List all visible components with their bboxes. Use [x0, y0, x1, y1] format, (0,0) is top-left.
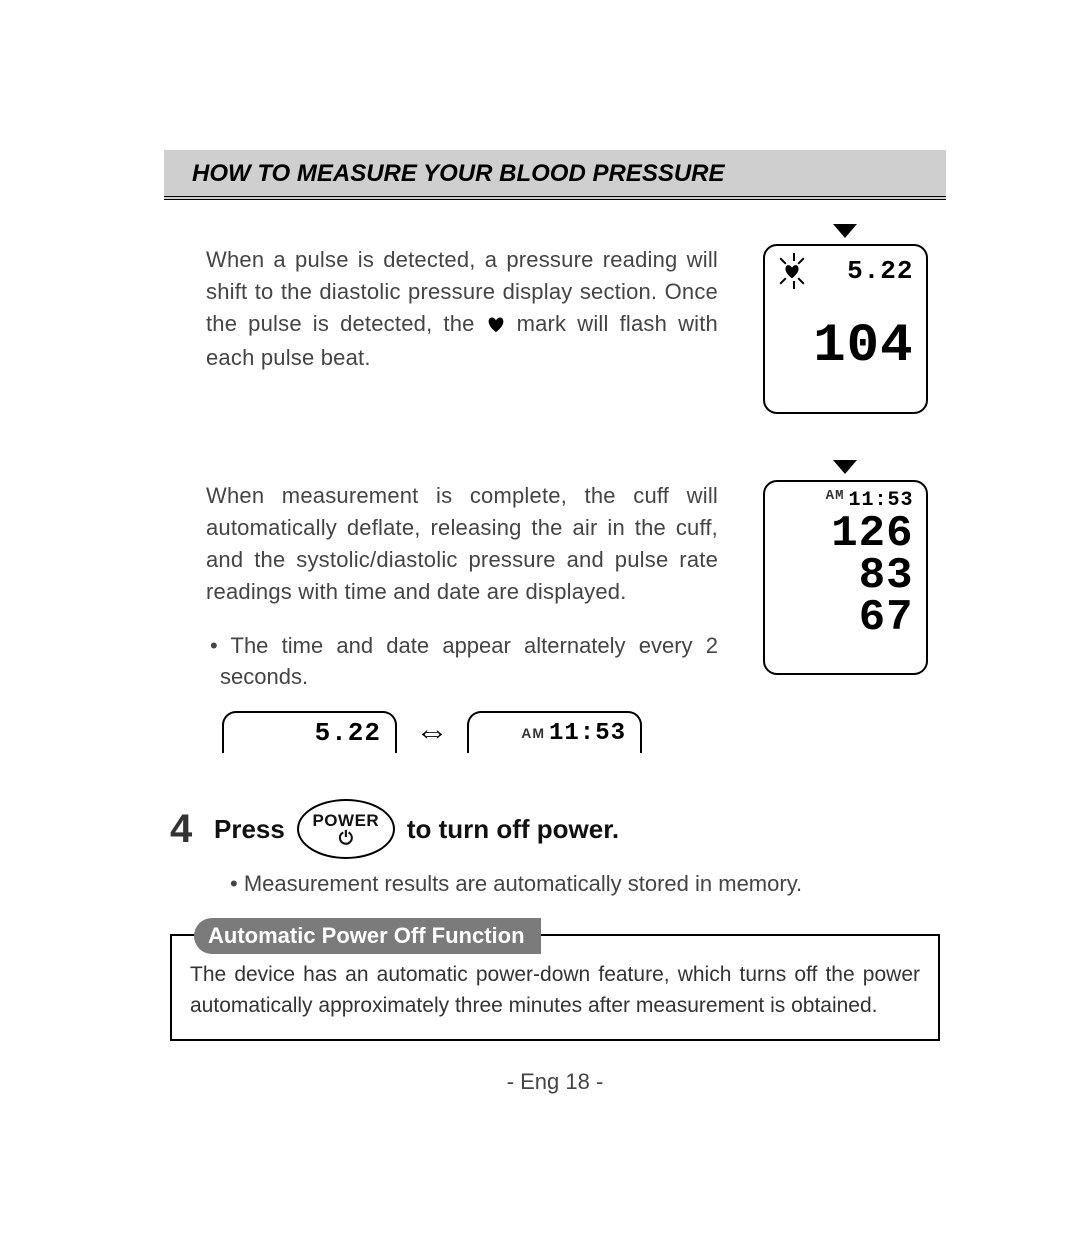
lcd1-col: 5.22 104 — [750, 222, 940, 414]
lcd1-date: 5.22 — [847, 256, 913, 286]
auto-off-callout: Automatic Power Off Function The device … — [170, 934, 940, 1041]
lcd2-col: AM11:53 126 83 67 — [750, 458, 940, 675]
callout-title: Automatic Power Off Function — [194, 918, 541, 954]
step-4-instruction: Press POWER ⏻ to turn off power. — [214, 799, 619, 859]
step-number: 4 — [170, 807, 198, 852]
lcd-display-2: AM11:53 126 83 67 — [763, 480, 928, 675]
heart-flash-icon — [777, 256, 807, 286]
section-title: HOW TO MEASURE YOUR BLOOD PRESSURE — [192, 160, 918, 188]
lcd2-am: AM — [826, 488, 845, 504]
power-symbol-icon: ⏻ — [339, 829, 353, 847]
pulse-paragraph-col: When a pulse is detected, a pressure rea… — [170, 222, 728, 396]
arrow-down-icon — [833, 224, 857, 238]
section-header: HOW TO MEASURE YOUR BLOOD PRESSURE — [164, 150, 946, 200]
lcd1-top: 5.22 — [777, 254, 914, 288]
step4-note: • Measurement results are automatically … — [226, 869, 940, 900]
power-button-icon: POWER ⏻ — [297, 799, 395, 859]
row-pulse: When a pulse is detected, a pressure rea… — [170, 222, 940, 414]
step4-rest: to turn off power. — [407, 814, 619, 845]
row-complete: When measurement is complete, the cuff w… — [170, 458, 940, 693]
double-arrow-icon: ⇔ — [415, 713, 449, 752]
mini-lcd-am: AM — [521, 725, 545, 741]
mini-lcd-time-value: 11:53 — [549, 720, 626, 747]
heart-icon — [486, 310, 506, 342]
power-label: POWER — [312, 812, 379, 829]
page-footer: - Eng 18 - — [170, 1069, 940, 1095]
mini-lcd-date-value: 5.22 — [315, 718, 381, 748]
manual-page: HOW TO MEASURE YOUR BLOOD PRESSURE When … — [0, 0, 1080, 1242]
lcd-display-1: 5.22 104 — [763, 244, 928, 414]
lcd1-reading: 104 — [777, 320, 914, 374]
spacer — [170, 414, 940, 458]
lcd2-sys: 126 — [777, 514, 914, 556]
mini-lcd-time: AM 11:53 — [467, 711, 642, 753]
arrow-down-icon — [833, 460, 857, 474]
complete-paragraph-col: When measurement is complete, the cuff w… — [170, 458, 728, 693]
step-4: 4 Press POWER ⏻ to turn off power. — [170, 799, 940, 859]
complete-bullet: • The time and date appear alternately e… — [206, 630, 718, 694]
complete-paragraph: When measurement is complete, the cuff w… — [206, 480, 718, 608]
lcd2-pulse: 67 — [777, 598, 914, 640]
step4-press: Press — [214, 814, 285, 845]
mini-lcd-date: 5.22 — [222, 711, 397, 753]
alternating-display-row: 5.22 ⇔ AM 11:53 — [222, 711, 940, 753]
pulse-paragraph: When a pulse is detected, a pressure rea… — [206, 244, 718, 374]
lcd2-dia: 83 — [777, 556, 914, 598]
content-area: When a pulse is detected, a pressure rea… — [170, 200, 940, 1095]
callout-body: The device has an automatic power-down f… — [190, 960, 920, 1021]
